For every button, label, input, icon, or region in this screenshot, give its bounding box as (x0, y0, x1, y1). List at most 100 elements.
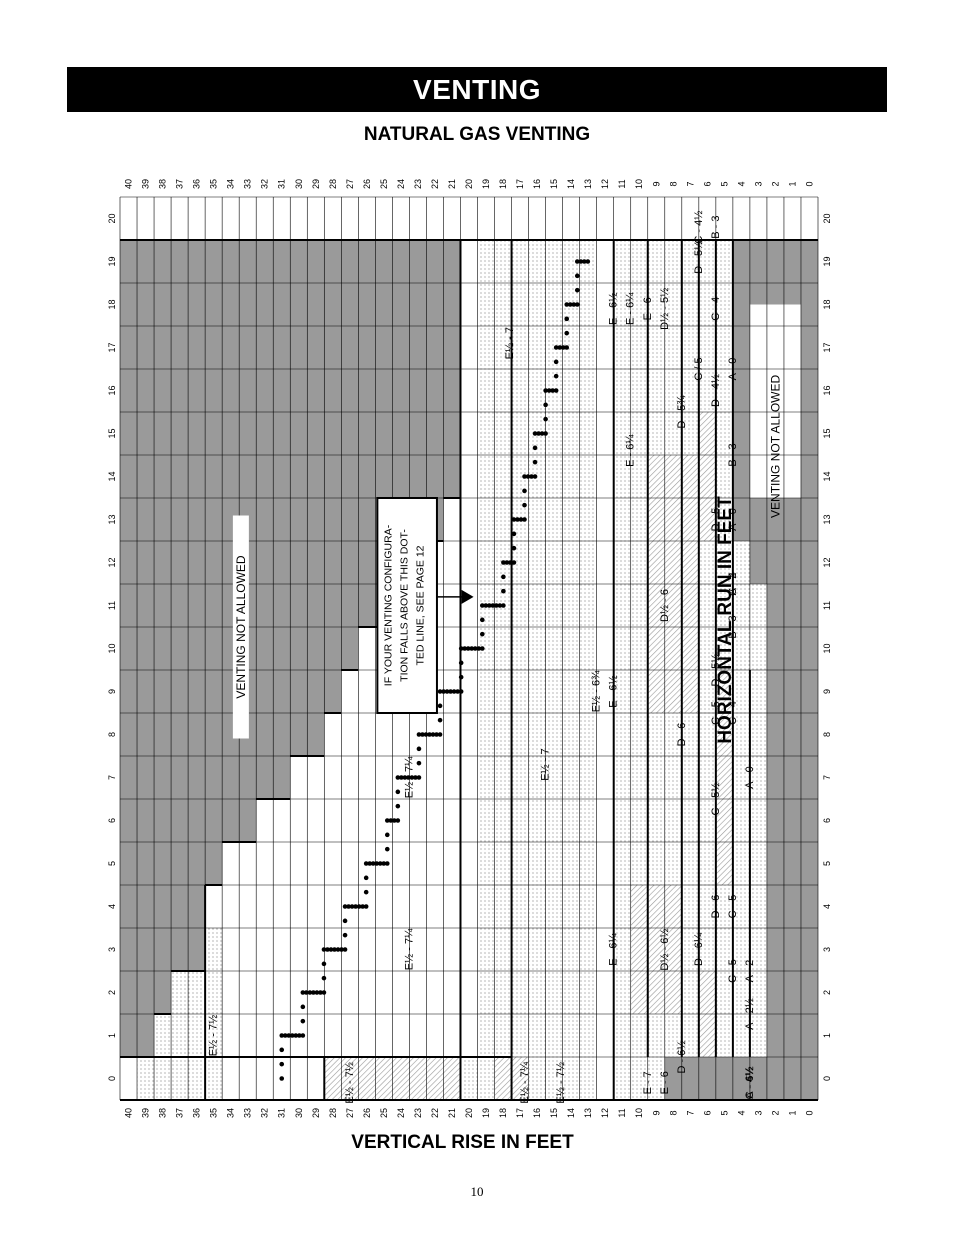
x-tick-label-bottom: 7 (685, 1110, 695, 1115)
dotted-line-point (479, 617, 485, 623)
x-tick-label-bottom: 4 (736, 1110, 746, 1115)
region-label: D - 6½ (676, 1040, 688, 1073)
dotted-line-point (416, 732, 422, 737)
advisory-note-box (376, 497, 438, 714)
region-label: D - 5½ (693, 241, 705, 274)
dotted-line-point (328, 947, 334, 952)
dotted-line-point (543, 431, 548, 436)
advisory-note-line: TED LINE, SEE PAGE 12 (414, 545, 426, 665)
x-tick-label-top: 27 (345, 179, 355, 189)
region-labels: E½ - 7½ E½ - 7½ E½ - 7¼ E½ - 7¼ E½ - 7¼ E½ - … (208, 211, 756, 1104)
y-tick-label-left: 0 (107, 1076, 117, 1081)
dotted-line-point (543, 388, 548, 393)
dotted-line-point (479, 646, 485, 651)
x-tick-label-top: 37 (175, 179, 185, 189)
x-tick-label-bottom: 1 (787, 1110, 797, 1115)
y-tick-label-left: 3 (107, 947, 117, 952)
dotted-line-point (434, 732, 439, 737)
dotted-line-point (349, 904, 355, 909)
y-tick-label-right: 8 (822, 732, 832, 737)
dotted-line-point (279, 1061, 285, 1067)
x-tick-label-bottom: 32 (260, 1108, 270, 1118)
region-label: E½ - 6¾ (591, 670, 603, 712)
dotted-line-point (339, 947, 344, 952)
dotted-line-point (522, 517, 527, 522)
dotted-line-point (553, 388, 559, 393)
region-label: D½ - 6 (659, 589, 671, 622)
region-label: E½ - 7¼ (403, 928, 415, 970)
x-tick-label-top: 13 (583, 179, 593, 189)
x-tick-label-bottom: 29 (311, 1108, 321, 1118)
y-tick-label-right: 18 (822, 299, 832, 309)
y-tick-label-left: 5 (107, 861, 117, 866)
x-tick-label-top: 26 (362, 179, 372, 189)
dotted-line-point (427, 732, 432, 737)
dotted-line-point (494, 603, 499, 608)
region-label: D - 6 (710, 895, 722, 919)
dotted-line-point (413, 775, 418, 780)
dotted-line-point (430, 732, 436, 737)
y-tick-label-right: 16 (822, 385, 832, 395)
dotted-line-point (451, 689, 457, 694)
region-label: C - 4 (727, 701, 739, 725)
region-label: A - 0 (744, 766, 756, 789)
y-tick-label-left: 20 (107, 213, 117, 223)
dotted-line-point (300, 990, 306, 995)
x-tick-label-bottom: 21 (447, 1108, 457, 1118)
not-allowed-cell (426, 240, 444, 541)
not-allowed-cell (273, 240, 291, 799)
dotted-line-point (437, 689, 443, 694)
dotted-line-point (448, 689, 453, 694)
region-label: D - 6¼ (693, 932, 705, 966)
dotted-line-point (342, 932, 348, 938)
x-tick-label-bottom: 24 (396, 1108, 406, 1118)
y-tick-label-right: 11 (822, 601, 832, 610)
dotted-line-point (532, 431, 538, 436)
x-tick-label-top: 28 (328, 179, 338, 189)
dotted-line-point (342, 918, 348, 924)
dotted-line-point (539, 431, 545, 436)
dotted-line-point (522, 474, 527, 479)
not-allowed-label: VENTING NOT ALLOWED (768, 374, 782, 517)
region-label: C - 5 (727, 959, 739, 983)
advisory-note-line: IF YOUR VENTING CONFIGURA- (382, 524, 394, 686)
y-tick-label-left: 1 (107, 1033, 117, 1038)
dotted-line-point (511, 531, 517, 537)
region-hatched (698, 412, 716, 541)
dotted-line-point (483, 603, 489, 608)
y-tick-label-right: 9 (822, 689, 832, 694)
dotted-line-point (363, 889, 369, 895)
dotted-line-point (553, 359, 559, 365)
dotted-line-point (469, 646, 475, 651)
y-tick-label-right: 3 (822, 947, 832, 952)
dotted-line-point (458, 646, 464, 651)
dotted-line-point (363, 875, 369, 881)
y-tick-label-right: 0 (822, 1076, 832, 1081)
dotted-line-point (402, 775, 408, 780)
x-tick-label-top: 4 (736, 181, 746, 186)
dotted-line-point (525, 474, 531, 479)
dotted-line-point (384, 818, 390, 823)
dotted-line-point (532, 474, 538, 479)
advisory-note-line: TION FALLS ABOVE THIS DOT- (398, 529, 410, 682)
x-tick-label-bottom: 12 (600, 1108, 610, 1118)
region-label: D - 5 (710, 508, 722, 532)
dotted-line-point (346, 904, 351, 909)
region-label: E½ - 7¼ (519, 1061, 531, 1103)
dotted-line-point (571, 302, 577, 307)
dotted-line-point (553, 373, 559, 379)
dotted-line-point (420, 732, 425, 737)
axis-ticks: 4040393938383737363635353434333332323131… (107, 179, 832, 1118)
dotted-line-point (553, 345, 559, 350)
y-tick-label-left: 8 (107, 732, 117, 737)
dotted-line-point (381, 861, 387, 866)
page-number: 10 (470, 1184, 484, 1199)
dotted-line-point (444, 689, 450, 694)
x-tick-label-top: 16 (532, 179, 542, 189)
region-label: C - 4 (727, 572, 739, 596)
y-tick-label-right: 10 (822, 643, 832, 653)
dotted-line-point (304, 990, 309, 995)
region-label: B - 3 (710, 215, 722, 238)
x-tick-label-bottom: 18 (498, 1108, 508, 1118)
x-tick-label-bottom: 23 (413, 1108, 423, 1118)
